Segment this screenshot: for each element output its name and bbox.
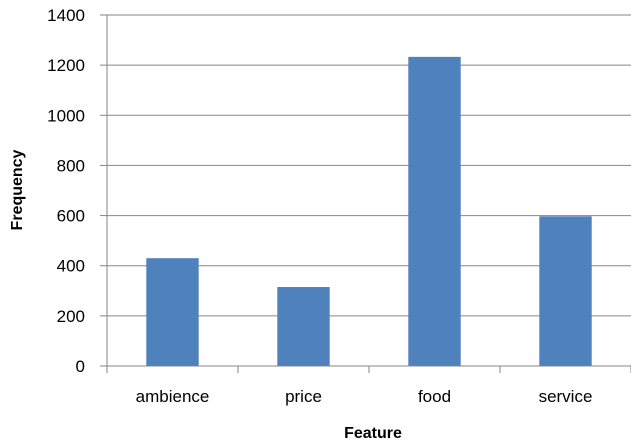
y-tick-label: 200 bbox=[57, 307, 85, 326]
y-tick-label: 0 bbox=[76, 357, 85, 376]
axes bbox=[100, 14, 631, 373]
bar-food bbox=[408, 56, 461, 366]
x-axis-title: Feature bbox=[344, 425, 402, 442]
y-tick-label: 800 bbox=[57, 156, 85, 175]
bar-service bbox=[539, 216, 592, 366]
y-tick-label: 400 bbox=[57, 257, 85, 276]
bar-ambience bbox=[146, 258, 199, 366]
bar-price bbox=[277, 287, 330, 366]
y-tick-label: 600 bbox=[57, 207, 85, 226]
y-tick-label: 1400 bbox=[47, 6, 85, 25]
x-tick-label: price bbox=[285, 387, 322, 406]
y-tick-label: 1200 bbox=[47, 56, 85, 75]
x-tick-label: food bbox=[418, 387, 451, 406]
y-tick-label: 1000 bbox=[47, 106, 85, 125]
x-tick-label: ambience bbox=[136, 387, 210, 406]
bars bbox=[146, 56, 592, 366]
y-axis-title: Frequency bbox=[9, 149, 26, 230]
y-tick-labels: 0 200 400 600 800 1000 1200 1400 bbox=[47, 6, 85, 376]
x-tick-label: service bbox=[539, 387, 593, 406]
x-tick-labels: ambience price food service bbox=[136, 387, 593, 406]
